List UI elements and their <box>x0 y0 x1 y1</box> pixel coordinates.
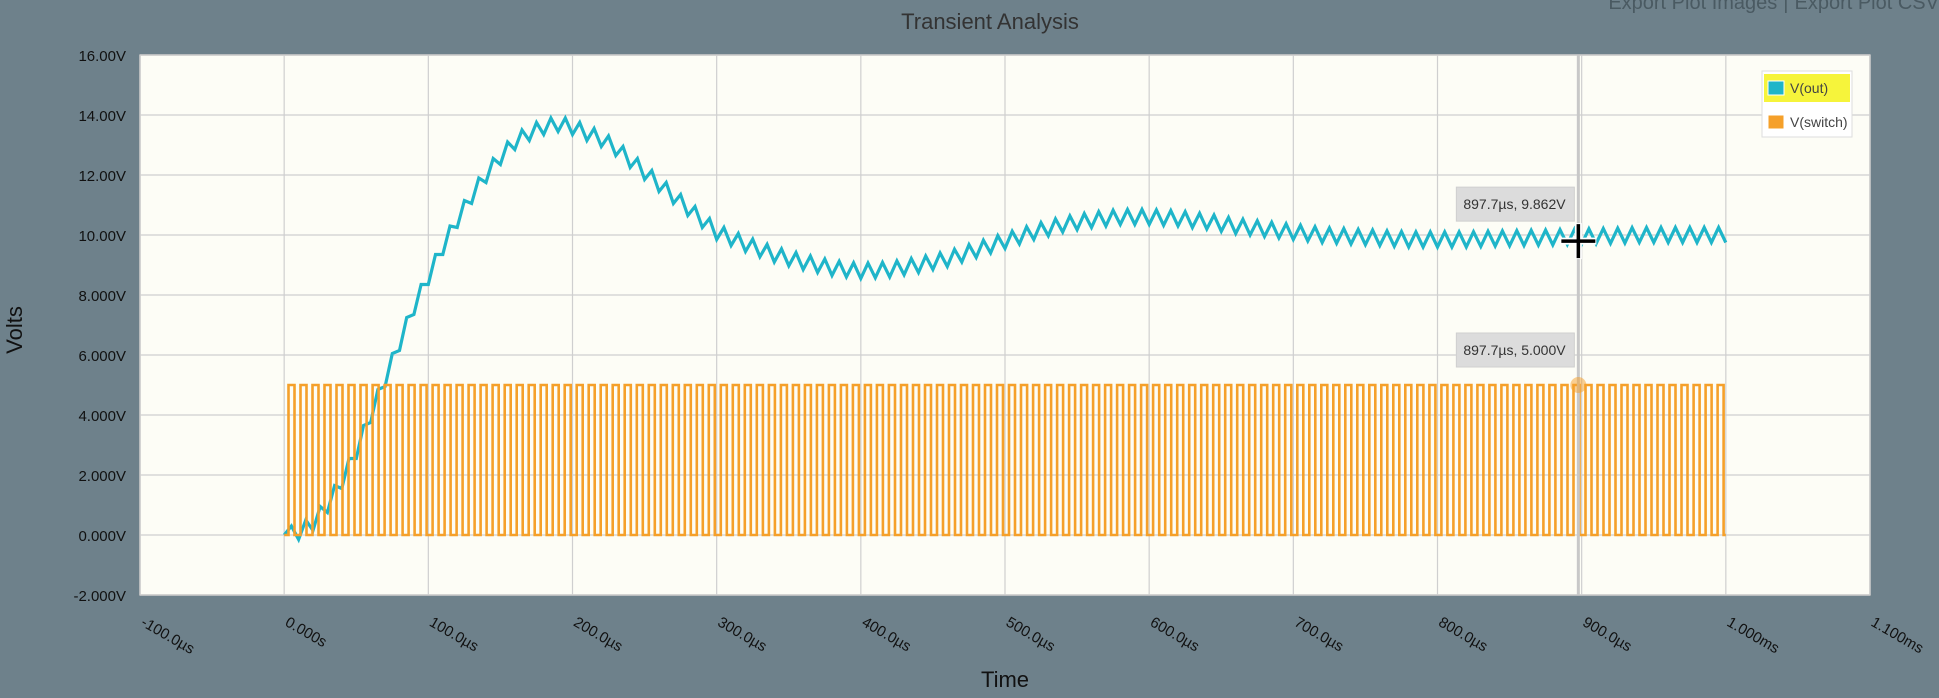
y-tick-label: 8.000V <box>78 288 126 305</box>
chart-title: Transient Analysis <box>901 9 1079 34</box>
x-tick-label: 900.0µs <box>1580 614 1635 656</box>
export-images-link[interactable]: Export Plot Images <box>1608 0 1778 14</box>
x-tick-label: 200.0µs <box>571 614 626 656</box>
x-tick-label: 0.000s <box>282 614 330 651</box>
y-axis-label: Volts <box>2 306 27 354</box>
x-tick-label: 300.0µs <box>715 614 770 656</box>
x-tick-label: -100.0µs <box>138 614 197 658</box>
x-axis-label: Time <box>981 667 1029 692</box>
crosshair-icon <box>1561 224 1596 259</box>
x-tick-label: 800.0µs <box>1436 614 1491 656</box>
x-tick-label: 600.0µs <box>1147 614 1202 656</box>
legend-swatch <box>1767 80 1785 96</box>
y-axis: 16.00V 14.00V 12.00V 10.00V 8.000V 6.000V 4.00… <box>73 48 126 605</box>
y-tick-label: 6.000V <box>78 348 126 365</box>
x-tick-label: 1.100ms <box>1868 614 1926 657</box>
tooltip-box <box>1455 332 1575 368</box>
tooltip-box <box>1455 186 1575 222</box>
x-tick-label: 700.0µs <box>1291 614 1346 656</box>
y-tick-label: 4.000V <box>78 408 126 425</box>
y-tick-label: 10.00V <box>78 228 126 245</box>
export-csv-link[interactable]: Export Plot CSV <box>1794 0 1939 14</box>
tooltip-text: 897.7µs, 5.000V <box>1463 342 1566 358</box>
legend-swatch <box>1767 114 1785 130</box>
x-axis: -100.0µs 0.000s 100.0µs 200.0µs 300.0µs 400.0… <box>138 614 1926 658</box>
x-tick-label: 100.0µs <box>426 614 481 656</box>
x-tick-label: 500.0µs <box>1003 614 1058 656</box>
y-tick-label: 0.000V <box>78 528 126 545</box>
x-tick-label: 1.000ms <box>1724 614 1782 657</box>
series-line-1 <box>284 383 1726 537</box>
tooltip-text: 897.7µs, 9.862V <box>1463 196 1566 212</box>
series-line-0 <box>282 114 1728 544</box>
link-separator: | <box>1783 0 1789 14</box>
y-tick-label: 16.00V <box>78 48 126 65</box>
legend-label[interactable]: V(out) <box>1790 80 1828 96</box>
export-links: Export Plot Images | Export Plot CSV <box>1608 0 1939 15</box>
y-tick-label: 12.00V <box>78 168 126 185</box>
y-tick-label: 2.000V <box>78 468 126 485</box>
legend[interactable]: V(out) V(switch) <box>1761 70 1853 138</box>
y-tick-label: -2.000V <box>73 588 126 605</box>
hover-point <box>1570 377 1587 393</box>
legend-label[interactable]: V(switch) <box>1790 114 1848 130</box>
series-layer <box>282 114 1728 544</box>
x-tick-label: 400.0µs <box>859 614 914 656</box>
cursor-layer: 897.7µs, 9.862V 897.7µs, 5.000V <box>1455 55 1597 595</box>
y-tick-label: 14.00V <box>78 108 126 125</box>
